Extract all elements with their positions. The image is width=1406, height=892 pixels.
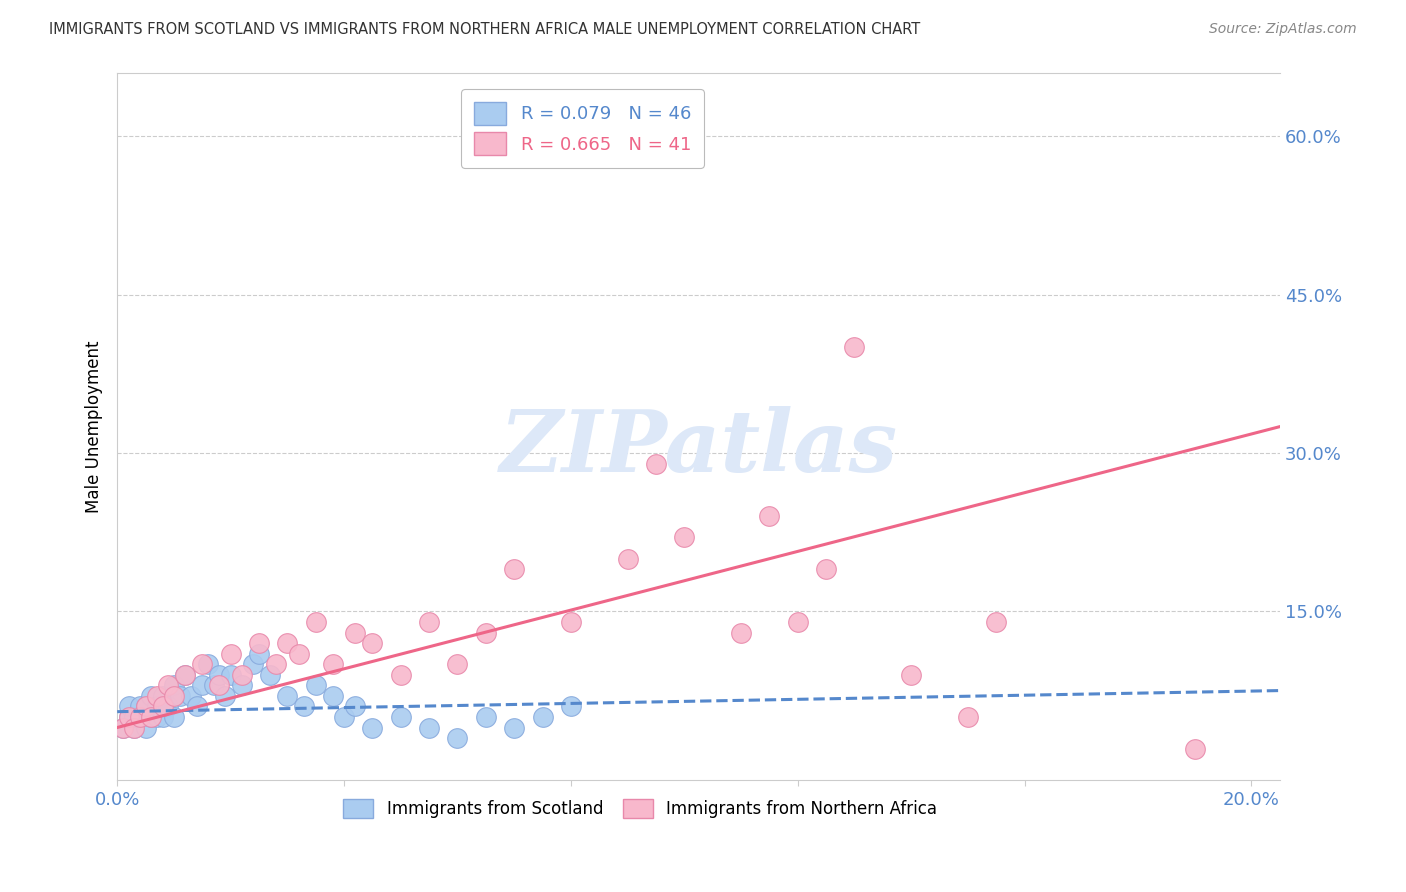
- Point: [122, 710, 145, 724]
- Point: [322, 689, 344, 703]
- Point: [361, 721, 384, 735]
- Point: [157, 678, 180, 692]
- Point: [815, 562, 838, 576]
- Point: [276, 636, 298, 650]
- Point: [163, 710, 186, 724]
- Point: [128, 710, 150, 724]
- Point: [208, 678, 231, 692]
- Point: [503, 562, 526, 576]
- Point: [475, 625, 498, 640]
- Point: [163, 678, 186, 692]
- Point: [673, 531, 696, 545]
- Point: [128, 699, 150, 714]
- Point: [152, 710, 174, 724]
- Point: [231, 678, 253, 692]
- Point: [645, 457, 668, 471]
- Point: [141, 710, 163, 724]
- Point: [361, 636, 384, 650]
- Point: [219, 647, 242, 661]
- Text: IMMIGRANTS FROM SCOTLAND VS IMMIGRANTS FROM NORTHERN AFRICA MALE UNEMPLOYMENT CO: IMMIGRANTS FROM SCOTLAND VS IMMIGRANTS F…: [49, 22, 921, 37]
- Point: [169, 689, 191, 703]
- Point: [157, 699, 180, 714]
- Point: [1184, 741, 1206, 756]
- Point: [219, 667, 242, 681]
- Point: [389, 667, 412, 681]
- Point: [418, 615, 440, 629]
- Point: [276, 689, 298, 703]
- Y-axis label: Male Unemployment: Male Unemployment: [86, 341, 103, 513]
- Legend: Immigrants from Scotland, Immigrants from Northern Africa: Immigrants from Scotland, Immigrants fro…: [336, 792, 943, 825]
- Point: [786, 615, 808, 629]
- Point: [146, 689, 169, 703]
- Point: [111, 721, 134, 735]
- Point: [122, 721, 145, 735]
- Point: [135, 721, 157, 735]
- Point: [141, 689, 163, 703]
- Point: [197, 657, 219, 672]
- Point: [475, 710, 498, 724]
- Point: [117, 710, 139, 724]
- Point: [446, 657, 468, 672]
- Point: [389, 710, 412, 724]
- Point: [191, 678, 214, 692]
- Point: [191, 657, 214, 672]
- Point: [141, 710, 163, 724]
- Point: [146, 710, 169, 724]
- Point: [152, 699, 174, 714]
- Point: [560, 699, 582, 714]
- Point: [214, 689, 236, 703]
- Point: [264, 657, 287, 672]
- Point: [135, 699, 157, 714]
- Point: [247, 636, 270, 650]
- Point: [305, 678, 328, 692]
- Point: [844, 341, 866, 355]
- Point: [152, 689, 174, 703]
- Point: [117, 699, 139, 714]
- Point: [560, 615, 582, 629]
- Point: [259, 667, 281, 681]
- Point: [163, 689, 186, 703]
- Point: [146, 699, 169, 714]
- Point: [344, 625, 367, 640]
- Point: [135, 699, 157, 714]
- Point: [117, 710, 139, 724]
- Point: [186, 699, 208, 714]
- Point: [616, 551, 638, 566]
- Point: [180, 689, 202, 703]
- Point: [242, 657, 264, 672]
- Point: [900, 667, 922, 681]
- Point: [344, 699, 367, 714]
- Point: [956, 710, 979, 724]
- Text: Source: ZipAtlas.com: Source: ZipAtlas.com: [1209, 22, 1357, 37]
- Point: [202, 678, 225, 692]
- Point: [122, 721, 145, 735]
- Point: [174, 667, 197, 681]
- Point: [322, 657, 344, 672]
- Point: [333, 710, 356, 724]
- Point: [128, 710, 150, 724]
- Point: [208, 667, 231, 681]
- Point: [986, 615, 1008, 629]
- Point: [503, 721, 526, 735]
- Text: ZIPatlas: ZIPatlas: [499, 406, 897, 490]
- Point: [292, 699, 315, 714]
- Point: [287, 647, 309, 661]
- Point: [446, 731, 468, 745]
- Point: [174, 667, 197, 681]
- Point: [111, 721, 134, 735]
- Point: [531, 710, 554, 724]
- Point: [418, 721, 440, 735]
- Point: [305, 615, 328, 629]
- Point: [758, 509, 780, 524]
- Point: [231, 667, 253, 681]
- Point: [247, 647, 270, 661]
- Point: [730, 625, 752, 640]
